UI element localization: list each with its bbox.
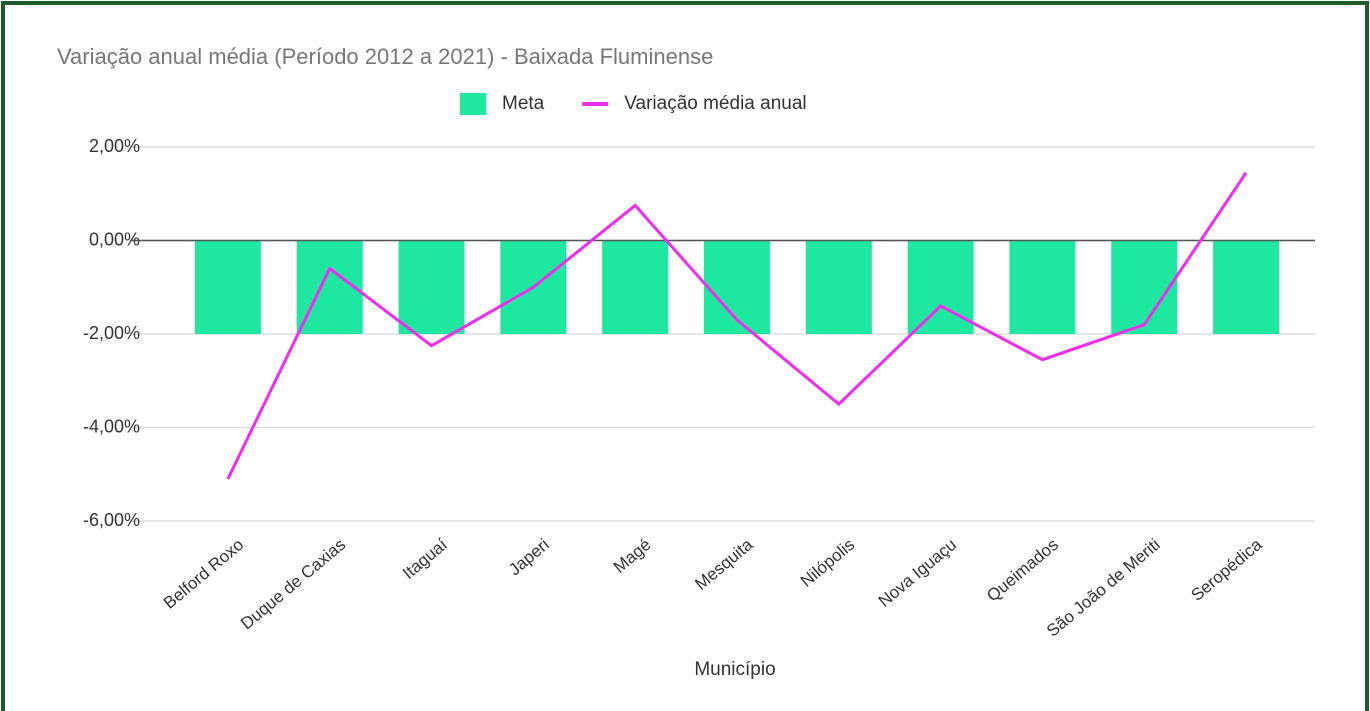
bar — [1009, 240, 1076, 334]
bar — [296, 240, 363, 334]
bar — [602, 240, 669, 334]
legend-label: Variação média anual — [624, 93, 806, 114]
bar — [1111, 240, 1178, 334]
legend-label: Meta — [502, 93, 545, 114]
chart-title: Variação anual média (Período 2012 a 202… — [57, 44, 713, 69]
x-tick-label: Queimados — [983, 535, 1062, 605]
y-tick-label: 2,00% — [89, 136, 140, 156]
y-tick-label: -4,00% — [83, 416, 140, 436]
x-tick-label: Duque de Caxias — [237, 535, 349, 633]
y-tick-label: -2,00% — [83, 323, 140, 343]
x-tick-label: Nilópolis — [797, 535, 858, 591]
x-tick-label: Seropédica — [1187, 535, 1266, 605]
x-tick-label: Belford Roxo — [160, 535, 248, 613]
x-tick-label: Itaguaí — [399, 535, 451, 583]
bar — [805, 240, 872, 334]
x-tick-label: Japeri — [505, 535, 553, 579]
x-tick-label: Mesquita — [691, 535, 756, 594]
line — [226, 171, 1248, 480]
x-tick-label: Nova Iguaçu — [875, 535, 960, 611]
x-axis-title: Município — [694, 659, 775, 680]
x-tick-label: São João de Meriti — [1043, 535, 1164, 641]
y-tick-label: -6,00% — [83, 510, 140, 530]
y-tick-label: 0,00% — [89, 229, 140, 249]
bar — [194, 240, 261, 334]
bar — [398, 240, 465, 334]
bar — [1213, 240, 1280, 334]
x-tick-label: Magé — [610, 535, 655, 577]
legend-swatch — [460, 93, 486, 115]
bar — [907, 240, 974, 334]
